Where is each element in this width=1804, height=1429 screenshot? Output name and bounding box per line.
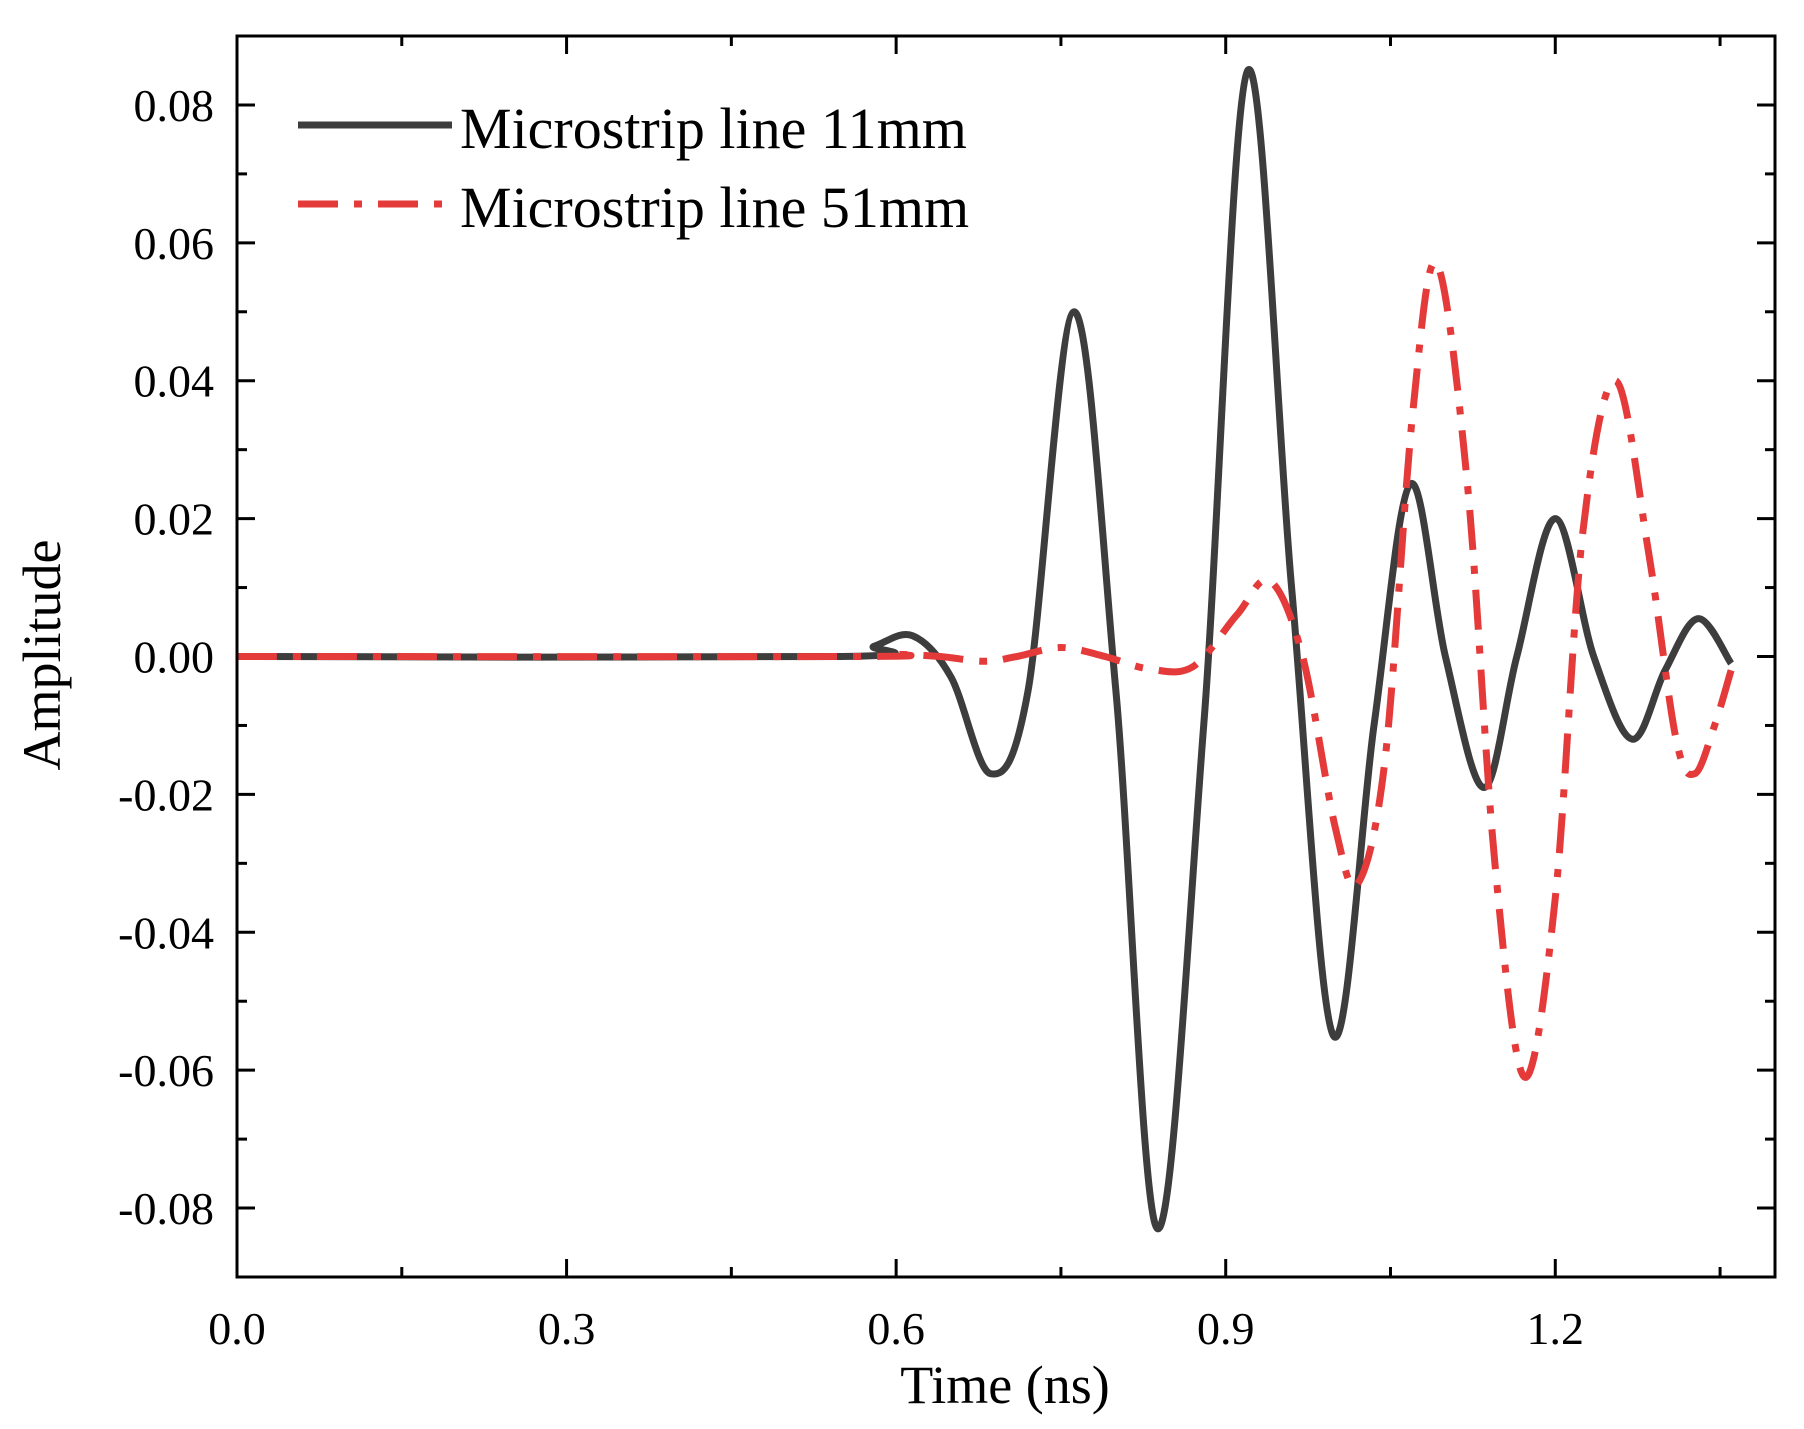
x-tick-label: 1.2: [1527, 1303, 1585, 1354]
y-tick-label: 0.06: [134, 218, 215, 269]
series-lines: [236, 66, 1735, 1233]
y-tick-label: -0.08: [118, 1183, 214, 1234]
y-axis-label: Amplitude: [12, 540, 72, 771]
y-tick-label: -0.06: [118, 1045, 214, 1096]
y-tick-label: 0.08: [134, 80, 215, 131]
x-tick-label: 0.9: [1197, 1303, 1255, 1354]
y-tick-label: -0.04: [118, 907, 214, 958]
x-tick-label: 0.3: [538, 1303, 596, 1354]
x-tick-label: 0.0: [208, 1303, 266, 1354]
series-line-2: [236, 258, 1735, 1081]
tick-labels: 0.0 0.3 0.6 0.9 1.2 0.08 0.06 0.04 0.02 0.00 -0.02…: [118, 80, 1584, 1354]
x-tick-label: 0.6: [867, 1303, 925, 1354]
y-tick-label: 0.02: [134, 494, 215, 545]
y-tick-label: 0.04: [134, 356, 215, 407]
legend-label-series-1: Microstrip line 11mm: [460, 96, 967, 161]
y-tick-label: -0.02: [118, 769, 214, 820]
series-line-1: [236, 66, 1735, 1233]
y-tick-label: 0.00: [134, 632, 215, 683]
x-axis-label: Time (ns): [900, 1355, 1110, 1415]
legend: Microstrip line 11mm Microstrip line 51m…: [298, 96, 969, 240]
axis-ticks: [235, 36, 1775, 1277]
legend-label-series-2: Microstrip line 51mm: [460, 175, 969, 240]
plot-frame: [235, 34, 1777, 1279]
